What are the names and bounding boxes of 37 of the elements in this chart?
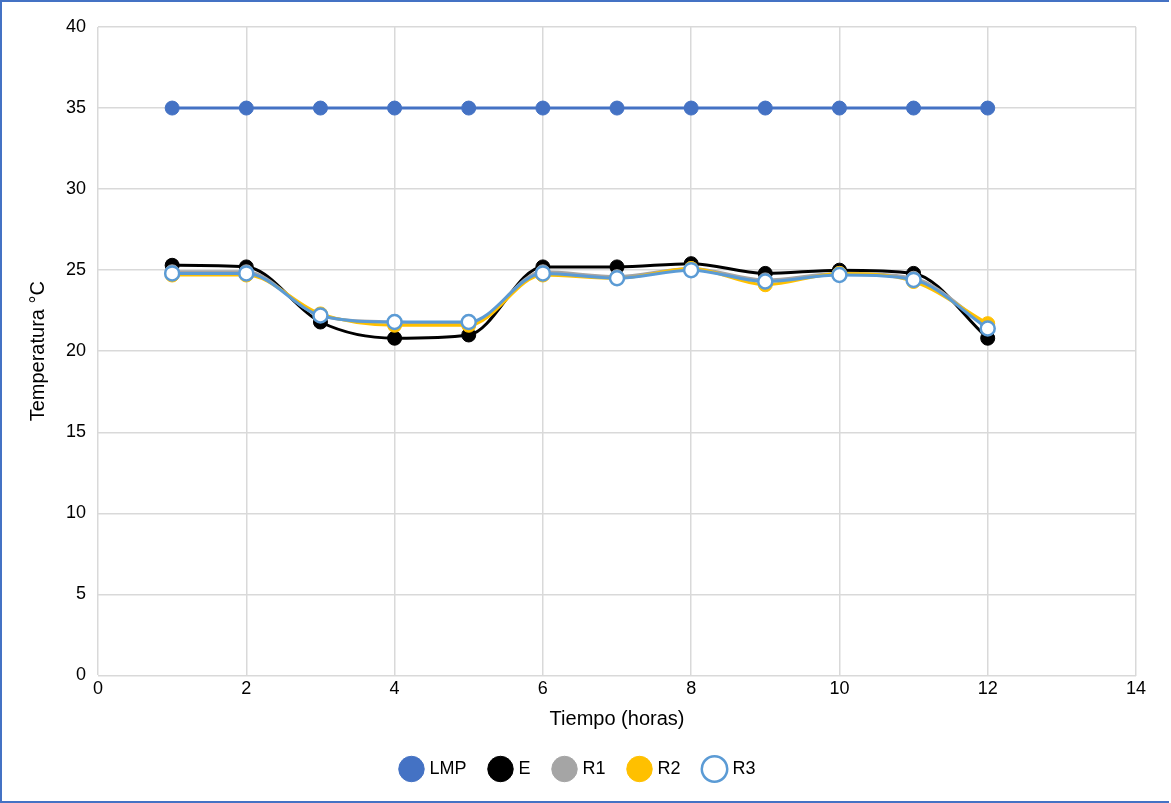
y-tick-label: 40 bbox=[65, 15, 87, 36]
x-tick-label: 14 bbox=[1125, 678, 1147, 699]
point bbox=[387, 100, 403, 116]
y-axis-title: Temperatura °C bbox=[25, 281, 48, 422]
y-tick-label: 0 bbox=[76, 664, 87, 685]
x-axis-title: Tiempo (horas) bbox=[549, 706, 685, 729]
point bbox=[609, 100, 625, 116]
x-tick-label: 8 bbox=[686, 678, 697, 699]
legend-label: R2 bbox=[657, 757, 681, 778]
x-tick-label: 2 bbox=[241, 678, 252, 699]
x-tick-label: 4 bbox=[389, 678, 400, 699]
x-tick-label: 6 bbox=[537, 678, 548, 699]
legend-label: E bbox=[518, 757, 531, 778]
point bbox=[683, 100, 699, 116]
y-tick-label: 5 bbox=[76, 583, 87, 604]
y-tick-label: 25 bbox=[65, 259, 87, 280]
legend-label: LMP bbox=[429, 757, 467, 778]
legend-label: R3 bbox=[732, 757, 756, 778]
y-tick-label: 30 bbox=[65, 178, 87, 199]
point bbox=[238, 100, 254, 116]
point bbox=[980, 100, 996, 116]
x-tick-label: 12 bbox=[977, 678, 998, 699]
point bbox=[757, 100, 773, 116]
legend-label: R1 bbox=[582, 757, 606, 778]
point bbox=[312, 100, 328, 116]
point bbox=[461, 100, 477, 116]
point bbox=[831, 100, 847, 116]
y-tick-label: 10 bbox=[65, 502, 87, 523]
y-tick-label: 20 bbox=[65, 340, 87, 361]
point bbox=[164, 100, 180, 116]
x-tick-label: 10 bbox=[829, 678, 850, 699]
point bbox=[387, 330, 403, 346]
x-tick-label: 0 bbox=[93, 678, 104, 699]
y-tick-label: 15 bbox=[65, 421, 87, 442]
y-tick-label: 35 bbox=[65, 97, 87, 118]
point bbox=[906, 100, 922, 116]
point bbox=[535, 100, 551, 116]
